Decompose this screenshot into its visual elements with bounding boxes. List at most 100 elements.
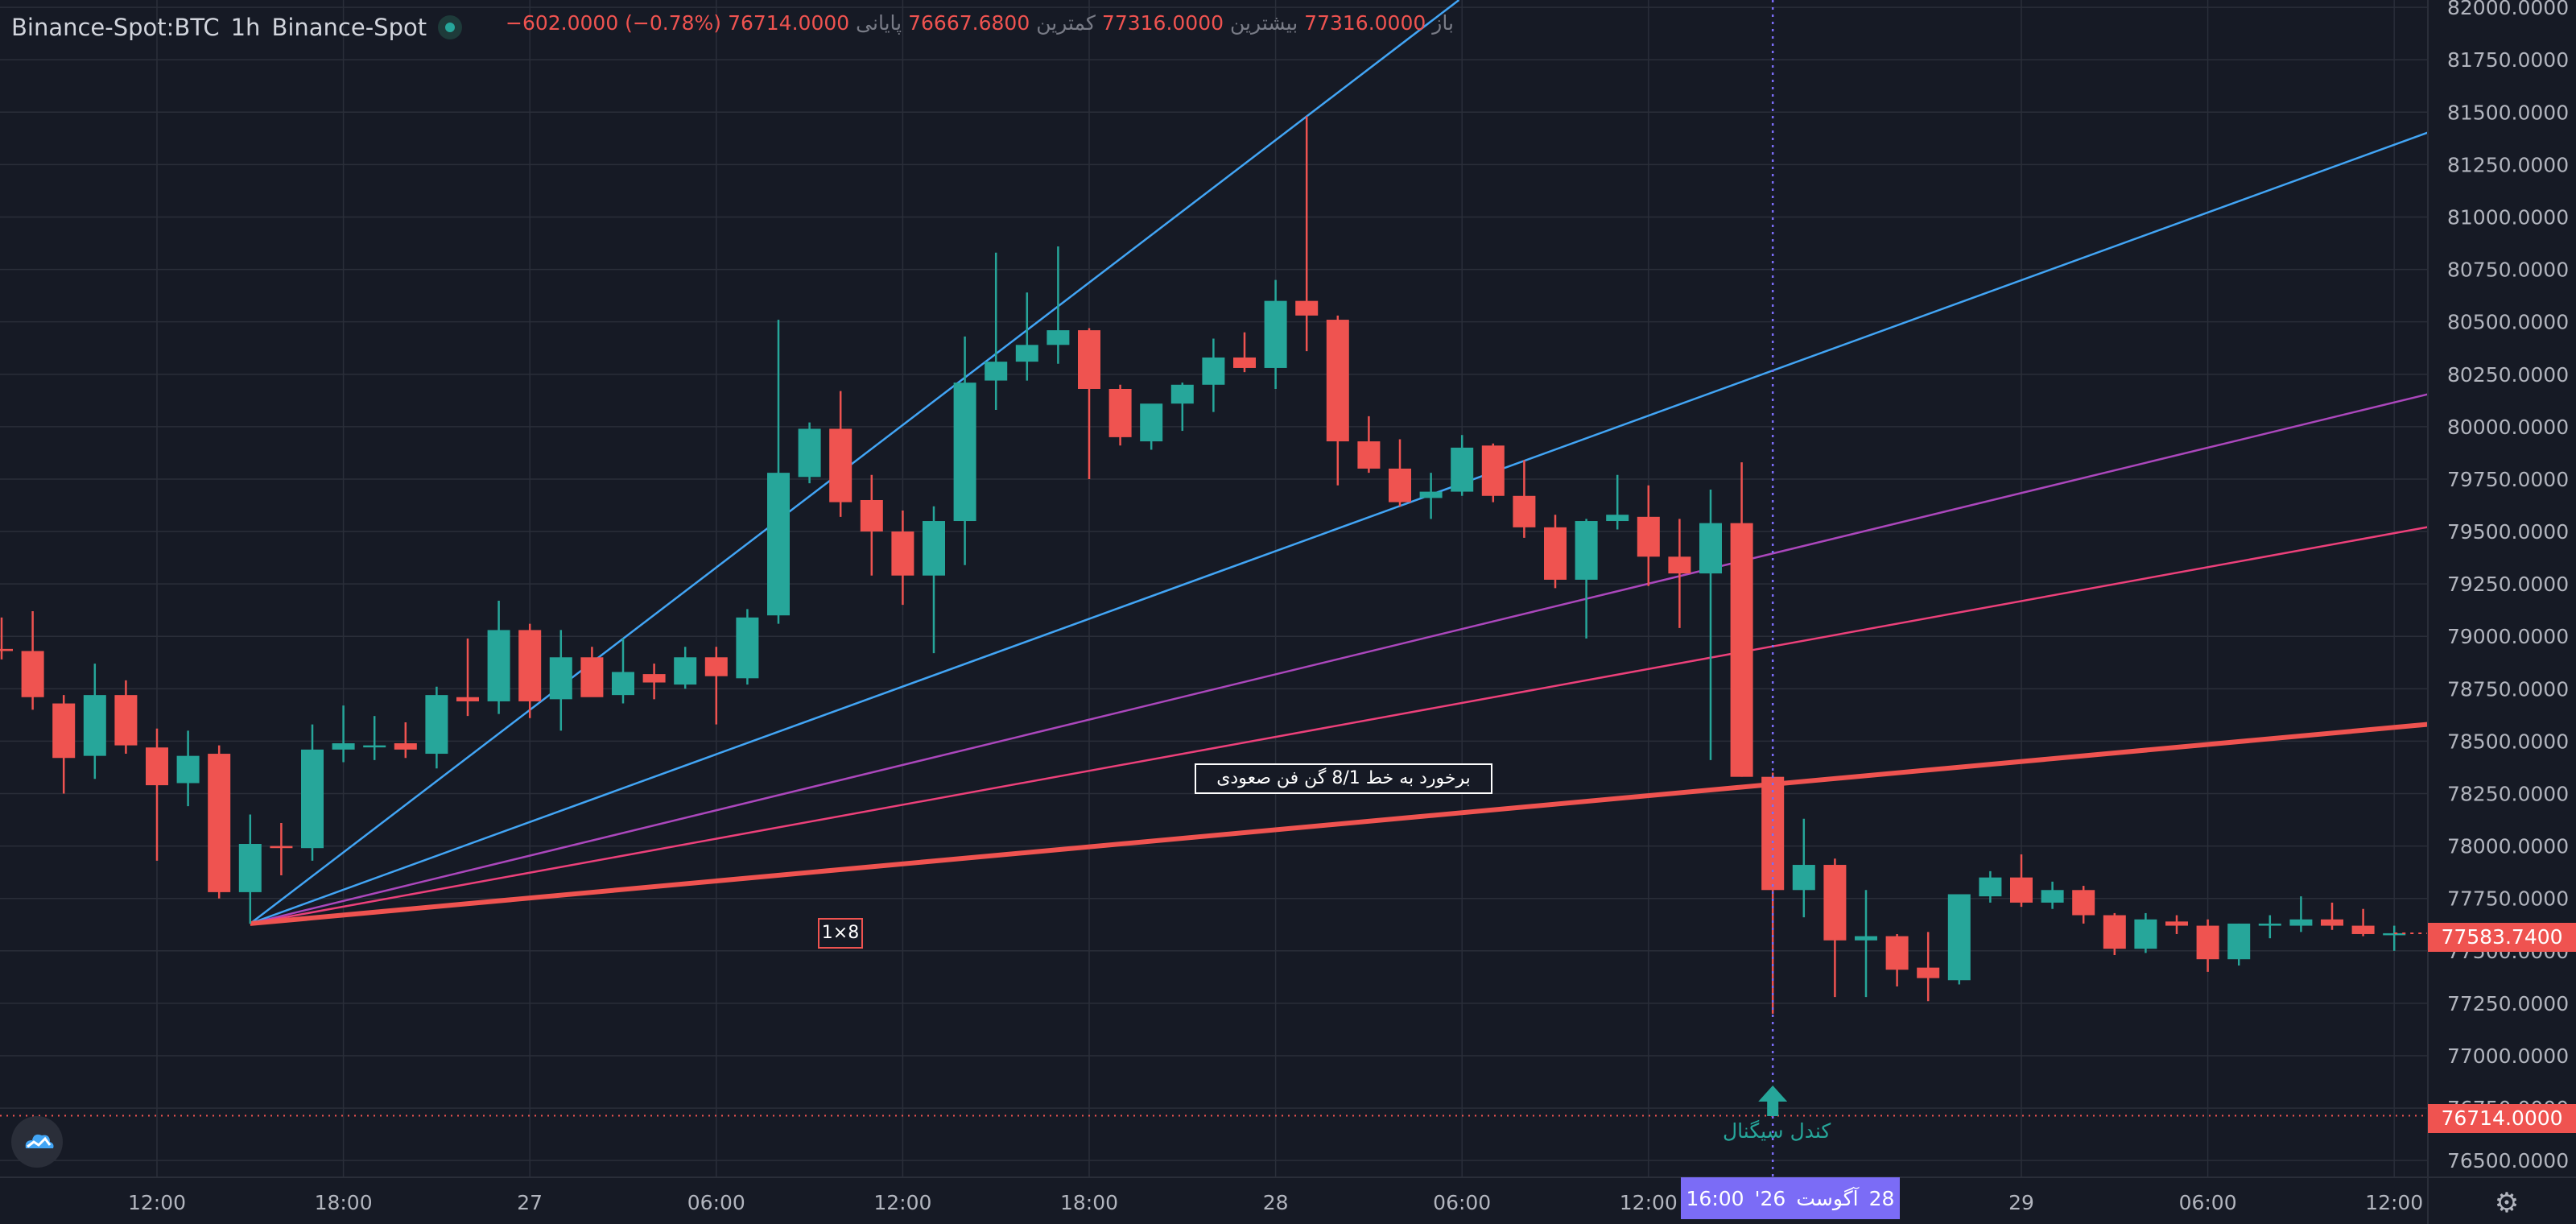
candle-body — [52, 703, 76, 759]
candle-body — [1046, 330, 1070, 345]
candle-body — [1855, 936, 1877, 941]
chart-annotation-note[interactable]: برخورد به خط 8/1 گن فن صعودی — [1195, 763, 1492, 794]
candle-body — [612, 672, 634, 696]
crosshair-year: '26 — [1754, 1186, 1786, 1210]
candle-body — [1979, 877, 2002, 897]
gear-icon[interactable]: ⚙ — [2494, 1187, 2520, 1219]
change-value: −602.0000 (−0.78%) — [506, 11, 722, 35]
candle-body — [1140, 403, 1163, 442]
x-tick-label: 12:00 — [128, 1191, 186, 1214]
candle-body — [1389, 468, 1411, 502]
candle-body — [1295, 300, 1319, 316]
y-tick-label: 76500.0000 — [2447, 1149, 2569, 1172]
candle-body — [1544, 527, 1567, 580]
candle-body — [1451, 447, 1474, 492]
crosshair-day: 28 — [1868, 1186, 1895, 1210]
y-tick-label: 81500.0000 — [2447, 101, 2569, 124]
candle-body — [1264, 300, 1287, 368]
up-arrow-icon — [1758, 1085, 1788, 1116]
candle-body — [2289, 919, 2313, 926]
candle-body — [2103, 915, 2126, 949]
candle-body — [1575, 521, 1598, 580]
y-tick-label: 78000.0000 — [2447, 835, 2569, 858]
candle-body — [580, 657, 604, 697]
low-value: 76667.6800 — [908, 11, 1030, 35]
candle-body — [518, 630, 542, 701]
y-tick-label: 80250.0000 — [2447, 363, 2569, 387]
y-tick-label: 80000.0000 — [2447, 416, 2569, 439]
candle-body — [1668, 556, 1691, 574]
candle-body — [1699, 523, 1722, 574]
candle-body — [332, 743, 355, 750]
candle-body — [2321, 919, 2343, 926]
y-tick-label: 82000.0000 — [2447, 0, 2569, 19]
close-label: پایانی — [856, 11, 902, 35]
candle-body — [114, 695, 138, 746]
gann-fan-line — [250, 0, 1460, 924]
x-tick-label: 06:00 — [2179, 1191, 2237, 1214]
candle-body — [2383, 932, 2406, 936]
candle-body — [301, 749, 324, 849]
candle-body — [21, 651, 44, 697]
interval-label[interactable]: 1h — [230, 14, 261, 41]
candle-body — [456, 697, 479, 701]
open-value: 77316.0000 — [1304, 11, 1426, 35]
x-tick-label: 12:00 — [1620, 1191, 1678, 1214]
crosshair-time: 16:00 — [1686, 1186, 1744, 1210]
candle-body — [953, 382, 976, 522]
candle-body — [1513, 495, 1536, 527]
candle-body — [2165, 921, 2188, 926]
gann-fan-line — [250, 526, 2429, 925]
gann-ratio-label[interactable]: 1×8 — [818, 918, 863, 949]
candle-body — [1885, 936, 1909, 970]
ohlc-legend: باز 77316.0000 بیشترین 77316.0000 کمترین… — [506, 11, 1454, 35]
y-tick-label: 77250.0000 — [2447, 992, 2569, 1015]
gann-fan-line — [250, 722, 2429, 926]
candle-body — [642, 674, 666, 683]
candle-body — [891, 531, 914, 576]
chart-header: Binance-Spot:BTC 1h Binance-Spot — [11, 8, 463, 47]
grid — [0, 0, 2428, 1177]
y-tick-label: 80750.0000 — [2447, 258, 2569, 282]
low-label: کمترین — [1036, 11, 1096, 35]
y-tick-label: 81000.0000 — [2447, 205, 2569, 229]
candle-body — [208, 754, 231, 892]
x-tick-label: 18:00 — [315, 1191, 373, 1214]
crosshair-month: آگوست — [1796, 1186, 1859, 1210]
cloud-logo-icon[interactable] — [11, 1116, 63, 1168]
y-tick-label: 79250.0000 — [2447, 573, 2569, 596]
candle-body — [1481, 445, 1505, 496]
candle-body — [1792, 865, 1815, 891]
y-tick-label: 81250.0000 — [2447, 153, 2569, 176]
x-tick-label: 12:00 — [2365, 1191, 2423, 1214]
candle-body — [1326, 320, 1349, 442]
gann-fan-line — [250, 131, 2429, 925]
overlays — [0, 0, 2428, 1177]
y-tick-label: 77750.0000 — [2447, 887, 2569, 911]
x-tick-label: 12:00 — [873, 1191, 931, 1214]
open-label: باز — [1432, 11, 1454, 35]
candle-body — [1108, 388, 1132, 437]
x-tick-label: 18:00 — [1060, 1191, 1118, 1214]
gann-fan-line — [250, 393, 2429, 925]
symbol-label[interactable]: Binance-Spot:BTC — [11, 14, 220, 41]
signal-candle-label[interactable]: کندل سیگنال — [1723, 1119, 1831, 1143]
candle-body — [1233, 357, 1256, 368]
candle-body — [83, 695, 106, 756]
candle-body — [2351, 925, 2375, 934]
x-tick-label: 06:00 — [687, 1191, 745, 1214]
candle-body — [1419, 491, 1443, 498]
candle-body — [1015, 345, 1038, 362]
crosshair-date-label: 16:00 '26 آگوست 28 — [1681, 1177, 1900, 1219]
candle-body — [2010, 877, 2033, 903]
candle-body — [860, 499, 883, 532]
candle-body — [1917, 967, 1940, 978]
x-tick-label: 28 — [1263, 1191, 1289, 1214]
candle-body — [798, 428, 821, 478]
y-tick-label: 78500.0000 — [2447, 730, 2569, 753]
candle-body — [270, 846, 293, 849]
x-tick-label: 29 — [2008, 1191, 2034, 1214]
candle-body — [1730, 523, 1753, 777]
